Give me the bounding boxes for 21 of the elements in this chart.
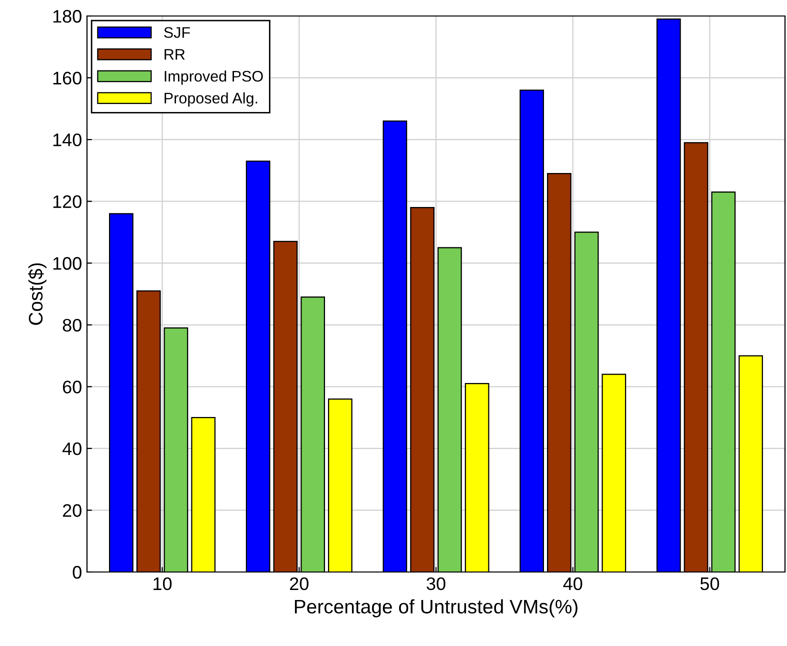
legend-label: Proposed Alg. xyxy=(164,92,258,107)
y-tick-label: 0 xyxy=(72,566,82,579)
legend-label: Improved PSO xyxy=(164,70,263,85)
y-tick-label: 120 xyxy=(53,195,82,208)
x-tick-label: 20 xyxy=(290,577,308,590)
x-axis-title: Percentage of Untrusted VMs(%) xyxy=(294,599,578,618)
x-tick-label: 10 xyxy=(154,577,172,590)
y-tick-label: 180 xyxy=(53,10,82,23)
y-tick-label: 20 xyxy=(62,504,82,517)
y-tick-label: 160 xyxy=(53,72,82,84)
y-tick-label: 40 xyxy=(62,442,82,456)
y-tick-label: 100 xyxy=(53,257,82,270)
y-tick-label: 80 xyxy=(62,318,82,332)
x-tick-label: 30 xyxy=(426,577,446,590)
y-tick-label: 60 xyxy=(62,380,82,394)
y-tick-label: 140 xyxy=(53,133,82,146)
legend-label: RR xyxy=(164,49,185,60)
x-tick-label: 50 xyxy=(700,577,720,590)
y-axis-title: Cost($) xyxy=(28,263,46,325)
x-tick-label: 40 xyxy=(563,577,582,590)
legend-label: SJF xyxy=(164,27,190,38)
